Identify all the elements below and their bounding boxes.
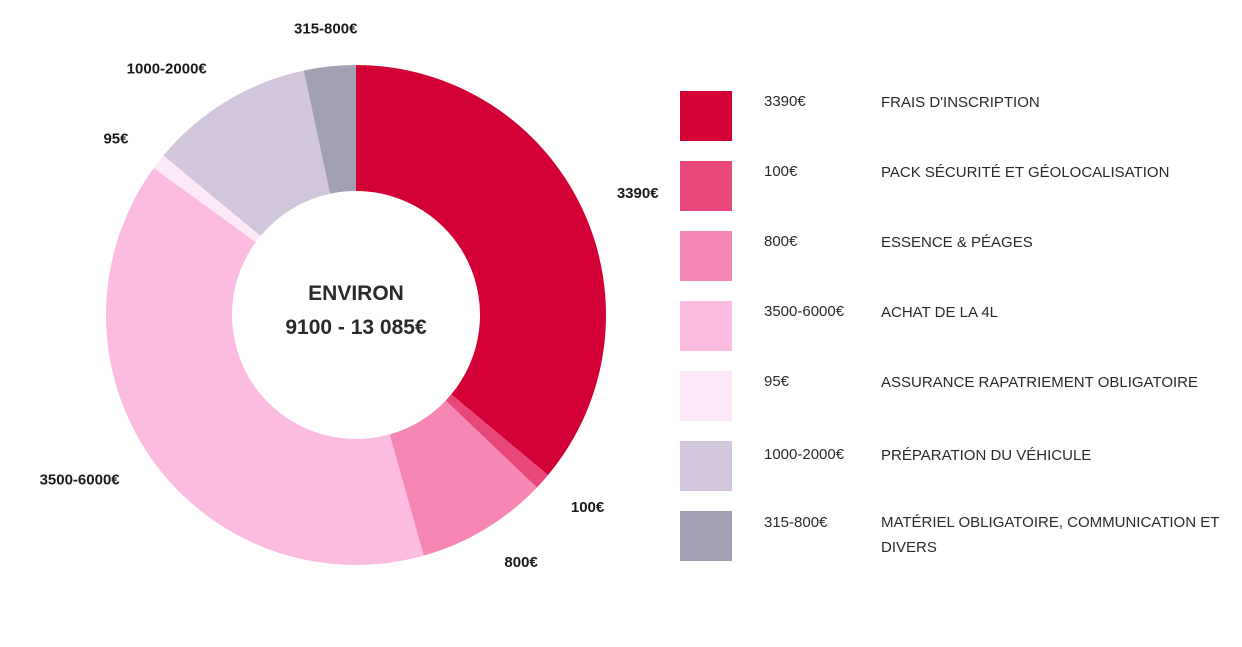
donut-slice-3500-6000	[105, 168, 424, 565]
donut-slice-labels: 3390€ 100€ 800€ 3500-6000€ 95€ 1000-2000€ 315-…	[40, 21, 660, 571]
center-title: ENVIRON	[308, 282, 404, 305]
donut-slice-95	[153, 155, 261, 243]
slice-label-315-800: 315-800€	[294, 21, 358, 38]
donut-slices	[105, 65, 607, 565]
donut-slice-800	[389, 400, 537, 556]
slice-label-3390: 3390€	[617, 185, 659, 202]
center-total: 9100 - 13 085€	[285, 316, 427, 339]
donut-slice-100	[445, 394, 548, 488]
slice-label-1000-2000: 1000-2000€	[127, 61, 208, 78]
donut-slice-315-800	[303, 65, 356, 194]
slice-label-95: 95€	[103, 130, 129, 147]
slice-label-3500-6000: 3500-6000€	[40, 472, 121, 489]
donut-slice-3390	[356, 65, 607, 476]
slice-label-100: 100€	[571, 499, 605, 516]
slice-label-800: 800€	[504, 554, 538, 571]
donut-slice-1000-2000	[163, 70, 331, 236]
